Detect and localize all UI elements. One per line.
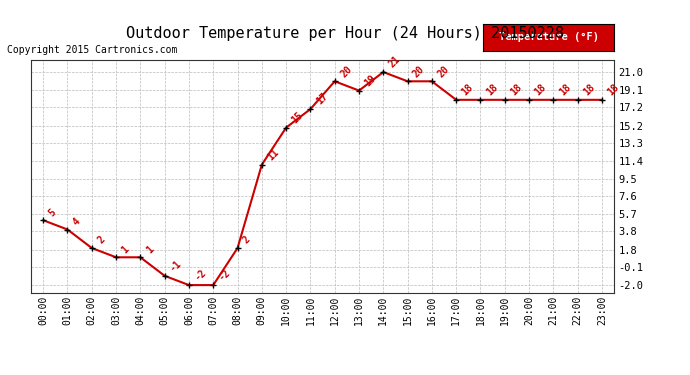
Text: -2: -2: [217, 267, 233, 283]
Text: -2: -2: [193, 267, 208, 283]
Text: 18: 18: [460, 82, 475, 98]
Text: 17: 17: [314, 92, 329, 107]
Text: 11: 11: [266, 147, 281, 162]
Text: 15: 15: [290, 110, 305, 125]
Text: 18: 18: [484, 82, 500, 98]
Text: 4: 4: [71, 216, 82, 227]
Text: 18: 18: [557, 82, 573, 98]
Text: 18: 18: [533, 82, 548, 98]
Text: 1: 1: [120, 244, 131, 255]
Text: Copyright 2015 Cartronics.com: Copyright 2015 Cartronics.com: [7, 45, 177, 55]
Text: 20: 20: [435, 64, 451, 79]
Text: 18: 18: [509, 82, 524, 98]
Text: 2: 2: [95, 234, 107, 246]
Text: 18: 18: [606, 82, 621, 98]
Text: 18: 18: [581, 82, 597, 98]
Text: 20: 20: [338, 64, 354, 79]
Text: 2: 2: [241, 234, 253, 246]
Text: 5: 5: [47, 207, 58, 218]
Text: 19: 19: [363, 73, 378, 88]
Text: 21: 21: [387, 54, 402, 70]
Text: Temperature (°F): Temperature (°F): [499, 33, 598, 42]
Text: 1: 1: [144, 244, 155, 255]
Text: -1: -1: [168, 258, 184, 273]
Text: 20: 20: [411, 64, 426, 79]
Text: Outdoor Temperature per Hour (24 Hours) 20150228: Outdoor Temperature per Hour (24 Hours) …: [126, 26, 564, 41]
